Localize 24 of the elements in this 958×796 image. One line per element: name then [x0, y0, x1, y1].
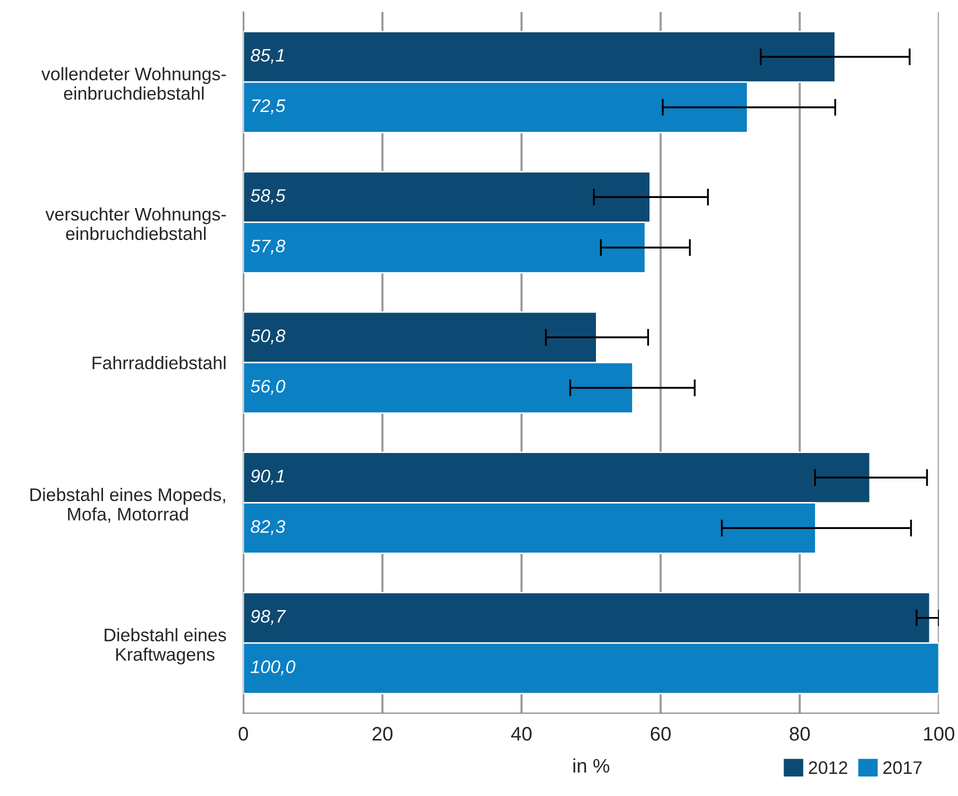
x-tick-label: 100	[924, 726, 954, 741]
x-tick-label: 60	[650, 726, 671, 741]
data-label: 56,0	[250, 380, 286, 395]
data-label: 50,8	[250, 329, 286, 344]
x-axis-title: in %	[573, 758, 610, 773]
x-tick-label: 20	[372, 726, 392, 741]
y-tick-label: Fahrraddiebstahl	[92, 356, 226, 370]
data-label: 72,5	[252, 99, 286, 114]
x-tick-label: 0	[238, 726, 248, 741]
data-label: 57,8	[250, 240, 286, 255]
x-tick-label: 80	[790, 726, 810, 741]
legend-label: 2017	[883, 761, 922, 774]
y-tick-label: vollendeter Wohnungs- einbruchdiebstahl	[41, 67, 226, 100]
data-label: 100,0	[250, 660, 296, 676]
data-label: 98,7	[250, 610, 286, 625]
y-tick-label: versuchter Wohnungs- einbruchdiebstahl	[45, 207, 226, 240]
data-label: 90,1	[250, 470, 284, 485]
data-label: 85,1	[250, 48, 284, 64]
data-label: 82,3	[250, 520, 286, 536]
data-label: 58,5	[250, 189, 286, 204]
y-tick-label: Diebstahl eines Kraftwagens	[104, 628, 226, 664]
y-tick-label: Diebstahl eines Mopeds, Mofa, Motorrad	[30, 488, 226, 523]
x-tick-label: 40	[511, 726, 532, 741]
legend-label: 2012	[808, 761, 848, 774]
